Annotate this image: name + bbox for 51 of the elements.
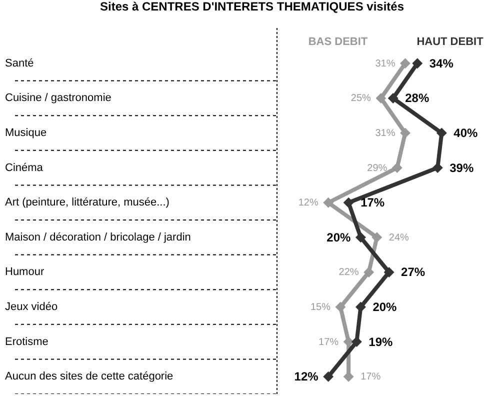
point bbox=[436, 128, 447, 138]
data-label: 20% bbox=[326, 230, 352, 244]
y-tick-label: Jeux vidéo bbox=[5, 301, 58, 313]
data-label: 12% bbox=[298, 198, 318, 209]
data-label: 24% bbox=[388, 232, 410, 244]
data-label: 28% bbox=[405, 91, 430, 106]
text: BAS DEBIT bbox=[308, 36, 368, 48]
point bbox=[384, 266, 394, 278]
data-label: 20% bbox=[372, 300, 398, 314]
y-tick-label: Art (peinture, littérature, musée...) bbox=[5, 196, 170, 209]
data-label: 17% bbox=[360, 372, 381, 383]
point bbox=[412, 58, 423, 69]
data-label: 17% bbox=[360, 196, 385, 210]
data-label: 40% bbox=[454, 126, 478, 140]
point bbox=[343, 197, 354, 208]
data-label: 31% bbox=[375, 58, 396, 70]
point bbox=[355, 302, 366, 312]
point bbox=[432, 162, 443, 174]
point bbox=[392, 162, 402, 174]
data-label: 39% bbox=[450, 160, 474, 175]
y-tick-label: Maison / décoration / bricolage / jardin bbox=[5, 231, 191, 244]
y-tick-label: Erotisme bbox=[5, 336, 48, 348]
data-label: 25% bbox=[350, 93, 372, 104]
point bbox=[376, 92, 386, 104]
point bbox=[323, 197, 334, 208]
data-label: 29% bbox=[367, 162, 388, 174]
series-label: HAUT DEBIT bbox=[416, 36, 484, 48]
point bbox=[400, 58, 410, 69]
point bbox=[355, 232, 366, 243]
point bbox=[364, 266, 374, 278]
data-label: 31% bbox=[375, 128, 396, 139]
point bbox=[351, 336, 362, 348]
chart-title: Sites à CENTRES D'INTERETS THEMATIQUES visités bbox=[100, 0, 404, 14]
point bbox=[335, 302, 346, 312]
y-tick-label: Musique bbox=[5, 127, 47, 139]
data-label: 15% bbox=[310, 302, 331, 313]
y-tick-label: Humour bbox=[5, 266, 44, 278]
point bbox=[388, 92, 398, 104]
data-label: 34% bbox=[429, 56, 454, 70]
point bbox=[372, 232, 382, 243]
data-label: 19% bbox=[368, 334, 394, 349]
y-tick-label: Santé bbox=[5, 57, 34, 70]
data-label: 27% bbox=[401, 265, 426, 280]
data-label: 22% bbox=[338, 267, 359, 278]
y-tick-label: Cuisine / gastronomie bbox=[5, 92, 112, 104]
y-tick-label: Cinéma bbox=[5, 162, 44, 174]
data-label: 17% bbox=[318, 336, 339, 348]
point bbox=[400, 128, 410, 138]
y-tick-label: Aucun des sites de cette catégorie bbox=[5, 370, 174, 383]
data-label: 12% bbox=[294, 370, 319, 384]
point bbox=[323, 371, 334, 382]
